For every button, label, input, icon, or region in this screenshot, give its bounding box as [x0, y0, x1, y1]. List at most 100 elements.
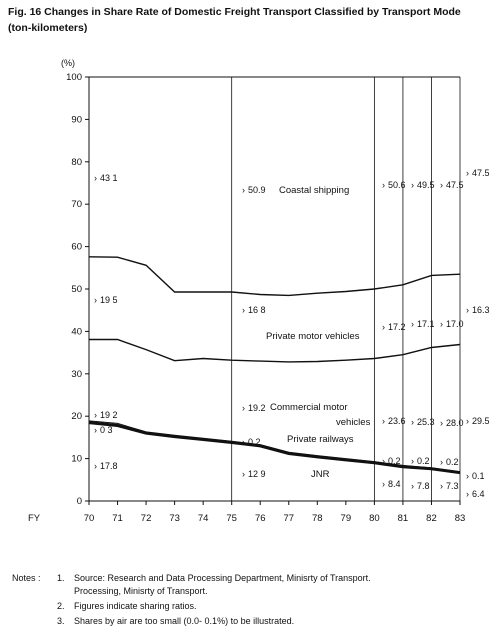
mode-label-commercial-2: vehicles [336, 417, 371, 428]
share-label-y82-commercial: 28.0 [446, 418, 464, 428]
share-label-y81-private: 17.1 [417, 319, 435, 329]
share-mark-y81-coastal: › [411, 180, 414, 190]
share-label-y75-railways: 0 2 [248, 437, 261, 447]
share-mark-y80-jnr: › [382, 479, 385, 489]
share-mark-y80-railways: › [382, 456, 385, 466]
x-tick-label-77: 77 [283, 513, 294, 524]
x-axis-prefix: FY [28, 513, 41, 524]
share-label-y81-commercial: 25.3 [417, 417, 435, 427]
x-tick-label-80: 80 [369, 513, 380, 524]
share-mark-y82-jnr: › [440, 481, 443, 491]
share-label-y83-railways: 0.1 [472, 471, 485, 481]
x-tick-label-72: 72 [141, 513, 152, 524]
x-tick-label-70: 70 [84, 513, 95, 524]
share-mark-y70-coastal: › [94, 173, 97, 183]
share-label-y83-coastal: 47.5 [472, 168, 490, 178]
share-label-y70-railways: 0 3 [100, 425, 113, 435]
share-mark-y83-railways: › [466, 471, 469, 481]
share-label-y80-coastal: 50.6 [388, 180, 406, 190]
y-tick-label-60: 60 [71, 242, 82, 253]
share-mark-y75-jnr: › [242, 469, 245, 479]
share-mark-y75-private: › [242, 305, 245, 315]
share-label-y70-private: 19 5 [100, 295, 118, 305]
y-tick-label-80: 80 [71, 157, 82, 168]
share-mark-y70-jnr: › [94, 461, 97, 471]
share-mark-y81-jnr: › [411, 481, 414, 491]
share-mark-y80-coastal: › [382, 180, 385, 190]
note-1-number: 1. [57, 573, 65, 583]
share-label-y75-jnr: 12 9 [248, 469, 266, 479]
x-tick-label-81: 81 [398, 513, 409, 524]
share-label-y82-railways: 0.2 [446, 457, 459, 467]
share-label-y80-jnr: 8.4 [388, 479, 401, 489]
mode-label-jnr: JNR [311, 469, 330, 480]
y-tick-label-30: 30 [71, 369, 82, 380]
share-label-y82-jnr: 7.3 [446, 481, 459, 491]
share-label-y81-railways: 0.2 [417, 456, 430, 466]
jnr-top-boundary [88, 421, 461, 475]
share-label-y80-private: 17.2 [388, 322, 406, 332]
mode-label-commercial-1: Commercial motor [270, 402, 348, 413]
share-label-y81-coastal: 49.5 [417, 180, 435, 190]
share-mark-y81-commercial: › [411, 417, 414, 427]
share-mark-y83-commercial: › [466, 416, 469, 426]
mode-label-railways: Private railways [287, 434, 354, 445]
share-mark-y70-commercial: › [94, 410, 97, 420]
y-tick-label-10: 10 [71, 454, 82, 465]
note-1-line-2: Processing, Minisrty of Transport. [74, 586, 208, 596]
mode-label-coastal: Coastal shipping [279, 185, 349, 196]
private-commercial-boundary [89, 338, 461, 363]
y-tick-label-20: 20 [71, 411, 82, 422]
chart-title: Fig. 16 Changes in Share Rate of Domesti… [8, 6, 461, 18]
y-tick-label-70: 70 [71, 199, 82, 210]
y-tick-label-100: 100 [66, 72, 82, 83]
share-mark-y75-commercial: › [242, 403, 245, 413]
share-mark-y81-railways: › [411, 456, 414, 466]
x-tick-label-71: 71 [112, 513, 123, 524]
share-mark-y83-private: › [466, 305, 469, 315]
note-3-line-1: Shares by air are too small (0.0- 0.1%) … [74, 616, 295, 626]
share-mark-y82-railways: › [440, 457, 443, 467]
x-tick-label-78: 78 [312, 513, 323, 524]
y-tick-label-40: 40 [71, 326, 82, 337]
share-mark-y82-coastal: › [440, 180, 443, 190]
share-label-y82-coastal: 47.5 [446, 180, 464, 190]
share-mark-y83-coastal: › [466, 168, 469, 178]
note-1-line-1: Source: Research and Data Processing Dep… [74, 573, 371, 583]
share-mark-y80-commercial: › [382, 416, 385, 426]
share-mark-y82-private: › [440, 319, 443, 329]
share-mark-y70-private: › [94, 295, 97, 305]
commercial-railways-boundary [88, 420, 461, 473]
x-tick-label-74: 74 [198, 513, 209, 524]
y-tick-label-50: 50 [71, 284, 82, 295]
y-tick-label-90: 90 [71, 114, 82, 125]
share-label-y83-commercial: 29.5 [472, 416, 490, 426]
share-label-y75-private: 16 8 [248, 305, 266, 315]
share-label-y83-private: 16.3 [472, 305, 490, 315]
share-mark-y75-railways: › [242, 437, 245, 447]
share-label-y80-railways: 0.2 [388, 456, 401, 466]
note-3-number: 3. [57, 616, 65, 626]
note-2-number: 2. [57, 601, 65, 611]
mode-label-private: Private motor vehicles [266, 331, 360, 342]
share-mark-y75-coastal: › [242, 185, 245, 195]
x-tick-label-75: 75 [226, 513, 237, 524]
share-label-y81-jnr: 7.8 [417, 481, 430, 491]
share-rate-chart: 0 10 20 30 40 50 60 70 80 90 100 (%) FY 70 71 72 73 74 75 7… [28, 58, 490, 524]
x-tick-label-79: 79 [341, 513, 352, 524]
note-2-line-1: Figures indicate sharing ratios. [74, 601, 197, 611]
share-mark-y82-commercial: › [440, 418, 443, 428]
share-label-y83-jnr: 6.4 [472, 489, 485, 499]
share-label-y75-coastal: 50.9 [248, 185, 266, 195]
coastal-private-boundary [88, 256, 461, 297]
x-tick-label-76: 76 [255, 513, 266, 524]
chart-subtitle: (ton-kilometers) [8, 22, 88, 34]
share-mark-y81-private: › [411, 319, 414, 329]
share-mark-y80-private: › [382, 322, 385, 332]
x-tick-label-83: 83 [455, 513, 466, 524]
share-label-y70-coastal: 43 1 [100, 173, 118, 183]
share-mark-y83-jnr: › [466, 489, 469, 499]
share-label-y82-private: 17.0 [446, 319, 464, 329]
share-label-y70-jnr: 17.8 [100, 461, 118, 471]
share-label-y80-commercial: 23.6 [388, 416, 406, 426]
